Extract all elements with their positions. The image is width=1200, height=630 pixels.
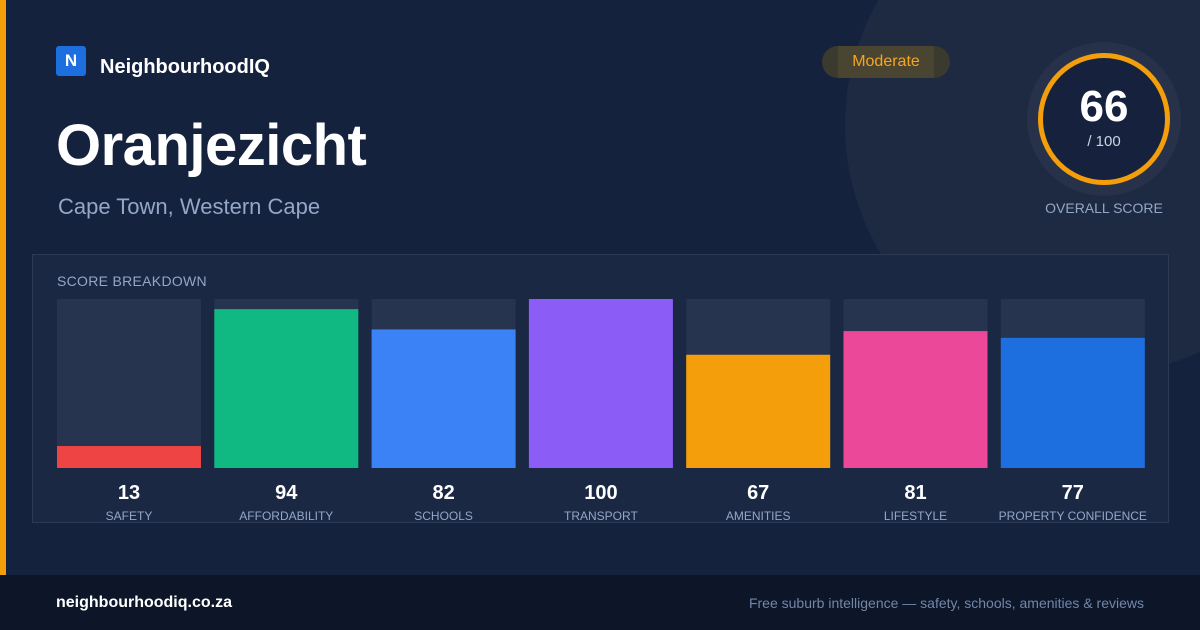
rating-badge-label: Moderate (852, 53, 920, 70)
overall-score-gauge: 66 / 100 (1027, 42, 1181, 196)
bar-value-lifestyle: 81 (904, 482, 926, 504)
hero-card: N NeighbourhoodIQ Oranjezicht Cape Town,… (0, 0, 1181, 575)
bar-value-affordability: 94 (275, 482, 298, 504)
footer-tagline: Free suburb intelligence — safety, schoo… (748, 595, 1144, 611)
page-title: Oranjezicht (56, 113, 367, 178)
bar-amenities (686, 354, 831, 468)
overall-score-max: / 100 (1087, 133, 1121, 150)
bar-track-safety (57, 299, 201, 468)
bar-affordability (214, 309, 359, 468)
bar-safety (57, 446, 201, 468)
bar-label-affordability: AFFORDABILITY (239, 509, 333, 523)
score-breakdown-chart: 13 SAFETY 94 AFFORDABILITY 82 SCHOOLS 100 TRANS… (57, 299, 1147, 523)
bar-property-confidence (1000, 337, 1145, 468)
bar-value-amenities: 67 (747, 482, 769, 504)
footer: neighbourhoodiq.co.za Free suburb intell… (0, 575, 1200, 630)
bar-schools (371, 329, 516, 468)
bar-label-transport: TRANSPORT (564, 509, 638, 523)
bar-value-transport: 100 (584, 482, 617, 504)
overall-score-caption: OVERALL SCORE (1045, 200, 1163, 216)
footer-url-link[interactable]: neighbourhoodiq.co.za (56, 594, 232, 611)
bar-value-schools: 82 (432, 482, 454, 504)
bar-label-property-confidence: PROPERTY CONFIDENCE (999, 509, 1147, 523)
score-breakdown-panel: SCORE BREAKDOWN 13 SAFETY 94 AFFORDABILITY 8… (32, 254, 1169, 523)
bar-label-amenities: AMENITIES (726, 509, 791, 523)
brand-logo-icon: N (56, 46, 86, 76)
bar-lifestyle (843, 331, 988, 468)
score-breakdown-title: SCORE BREAKDOWN (57, 273, 207, 289)
bar-label-schools: SCHOOLS (414, 509, 473, 523)
bar-value-property-confidence: 77 (1062, 482, 1084, 504)
brand-name: NeighbourhoodIQ (100, 56, 270, 78)
accent-bar (0, 0, 6, 575)
overall-score-value: 66 (1079, 82, 1129, 131)
rating-badge: Moderate (822, 46, 950, 78)
suburb-location: Cape Town, Western Cape (58, 194, 321, 219)
bar-value-safety: 13 (118, 482, 140, 504)
bar-label-lifestyle: LIFESTYLE (884, 509, 947, 523)
bar-label-safety: SAFETY (106, 509, 153, 523)
bar-transport (528, 299, 673, 468)
score-ring (1038, 53, 1170, 185)
